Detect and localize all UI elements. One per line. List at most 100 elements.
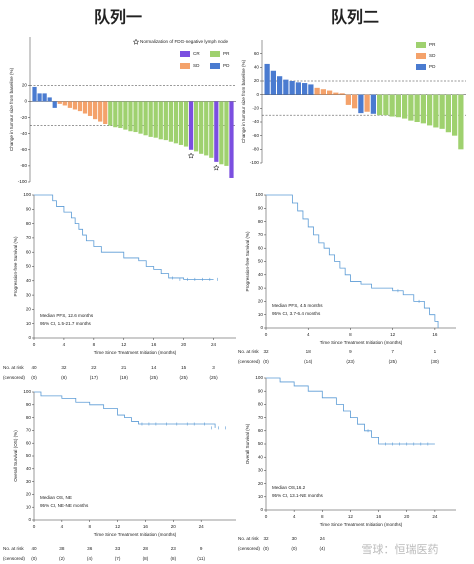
legend-label: SD	[193, 63, 200, 68]
y-tick-label: 10	[26, 504, 32, 509]
y-tick-label: 0	[256, 92, 259, 97]
x-tick-label: 20	[171, 524, 177, 529]
bar	[414, 94, 420, 122]
y-tick-label: 0	[28, 335, 31, 340]
y-tick-label: 60	[258, 428, 264, 433]
censored-count: (25)	[180, 375, 189, 380]
bar	[270, 70, 276, 95]
bar	[452, 94, 458, 136]
bar	[32, 86, 37, 102]
at-risk-count: 22	[91, 365, 97, 370]
bar	[283, 79, 289, 95]
y-tick-label: 100	[255, 192, 263, 197]
bar	[302, 83, 308, 95]
y-tick-label: 100	[255, 375, 263, 380]
bar	[339, 93, 345, 95]
star-marker	[187, 152, 195, 159]
bar	[82, 101, 88, 114]
bar	[103, 101, 108, 124]
x-tick-label: 20	[404, 514, 410, 519]
bar	[93, 101, 98, 120]
bar	[433, 94, 439, 128]
x-tick-label: 12	[115, 524, 121, 529]
y-tick-label: 100	[23, 389, 31, 394]
x-tick-label: 8	[88, 524, 91, 529]
bar	[383, 94, 389, 116]
bar	[364, 94, 370, 112]
at-risk-count: 21	[121, 365, 127, 370]
y-tick-label: 70	[26, 428, 32, 433]
bar	[264, 63, 270, 95]
y-tick-label: 20	[26, 492, 32, 497]
legend-swatch	[416, 42, 426, 48]
legend-swatch	[180, 63, 190, 69]
at-risk-count: 14	[151, 365, 157, 370]
risk-label: (censored)	[238, 546, 260, 551]
y-axis-title: Change in tumour size from baseline (%)	[9, 67, 14, 151]
median-note: 95% CI, 3.7-6.4 months	[272, 311, 321, 316]
bar	[377, 94, 383, 116]
y-tick-label: 70	[258, 232, 264, 237]
bar	[178, 101, 184, 145]
y-tick-label: 30	[258, 285, 264, 290]
bar	[395, 94, 401, 118]
survival-curve	[34, 194, 214, 280]
y-tick-label: 80	[258, 219, 264, 224]
at-risk-count: 32	[61, 365, 67, 370]
bar	[327, 90, 333, 95]
y-tick-label: 0	[28, 517, 31, 522]
y-tick-label: 40	[258, 454, 264, 459]
x-tick-label: 12	[390, 332, 396, 337]
at-risk-count: 40	[31, 546, 37, 551]
censored-count: (0)	[31, 375, 37, 380]
bar	[113, 101, 118, 128]
y-tick-label: 40	[26, 278, 32, 283]
star-legend	[132, 38, 140, 45]
y-tick-label: 80	[26, 221, 32, 226]
bar	[108, 101, 113, 126]
y-tick-label: 10	[26, 321, 32, 326]
x-tick-label: 16	[151, 342, 157, 347]
legend-swatch	[416, 53, 426, 59]
at-risk-count: 40	[31, 365, 37, 370]
legend-label: PR	[429, 42, 436, 47]
bar	[219, 101, 224, 165]
y-tick-label: 50	[258, 259, 264, 264]
x-tick-label: 8	[349, 332, 352, 337]
x-tick-label: 24	[432, 514, 438, 519]
censored-count: (19)	[120, 375, 129, 380]
bar	[173, 101, 179, 144]
y-tick-label: 60	[258, 245, 264, 250]
bar	[295, 82, 301, 95]
at-risk-count: 7	[391, 349, 394, 354]
censored-count: (7)	[115, 556, 121, 561]
at-risk-count: 32	[263, 536, 269, 541]
y-tick-label: 100	[23, 192, 31, 197]
x-tick-label: 0	[265, 514, 268, 519]
bar	[352, 94, 358, 109]
bar	[37, 93, 42, 102]
y-tick-label: 60	[254, 51, 260, 56]
y-tick-label: 10	[258, 312, 264, 317]
y-tick-label: -40	[252, 119, 259, 124]
risk-label: No. at risk	[238, 536, 259, 541]
x-tick-label: 12	[348, 514, 354, 519]
y-tick-label: 50	[26, 264, 32, 269]
y-axis-title: Progression-free Survival (%)	[13, 236, 18, 296]
at-risk-count: 30	[292, 536, 298, 541]
bar	[333, 92, 339, 95]
bar	[214, 101, 219, 162]
bar	[289, 81, 295, 95]
x-tick-label: 24	[199, 524, 205, 529]
y-tick-label: 20	[254, 78, 260, 83]
survival-curve	[266, 194, 439, 328]
censored-count: (14)	[304, 359, 313, 364]
x-tick-label: 16	[432, 332, 438, 337]
y-tick-label: 90	[258, 206, 264, 211]
x-tick-label: 4	[63, 342, 66, 347]
bar	[402, 94, 408, 119]
legend-label: CR	[193, 51, 200, 56]
legend-swatch	[210, 63, 220, 69]
x-tick-label: 0	[33, 342, 36, 347]
